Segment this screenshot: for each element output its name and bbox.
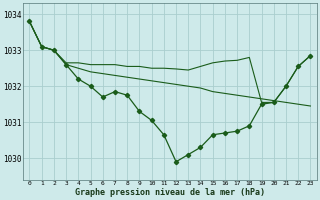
X-axis label: Graphe pression niveau de la mer (hPa): Graphe pression niveau de la mer (hPa) [75, 188, 265, 197]
